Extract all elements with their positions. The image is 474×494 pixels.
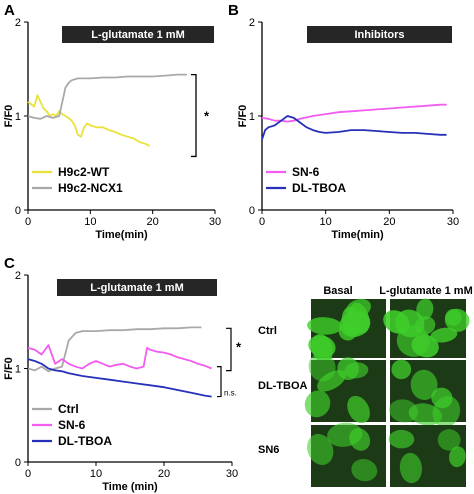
cell-blob: [388, 429, 415, 449]
x-axis-label: Time (min): [102, 481, 158, 493]
cell-blob: [307, 433, 334, 466]
micrograph-grid: Basal L-glutamate 1 mM Ctrl DL-TBOA SN6: [258, 285, 473, 487]
x-tick-label: 30: [447, 216, 459, 228]
series-line-h9c2-wt: [27, 94, 151, 147]
cell-blob: [437, 429, 461, 451]
chart-title: Inhibitors: [354, 29, 404, 41]
micrograph-tile: [388, 425, 466, 487]
title-banner: [62, 26, 214, 43]
series-line-sn-6: [27, 344, 212, 370]
series-line-h9c2-ncx1: [27, 73, 187, 120]
significance-bracket-inner: [217, 366, 222, 398]
significance-bracket: [191, 73, 197, 158]
micrograph-tile: [389, 359, 466, 428]
y-tick-label: 1: [15, 111, 21, 123]
series-line-dl-tboa: [261, 115, 447, 140]
x-tick-label: 0: [259, 216, 265, 228]
legend-label: Ctrl: [58, 402, 79, 416]
cell-blob: [351, 459, 378, 482]
cell-blob: [430, 327, 458, 343]
cell-blob: [347, 395, 370, 424]
cell-blob: [339, 310, 371, 338]
x-tick-label: 20: [158, 468, 170, 480]
legend-label: H9c2-NCX1: [58, 181, 123, 195]
x-tick-label: 0: [25, 216, 31, 228]
micrograph-row-ctrl: Ctrl: [258, 325, 277, 337]
title-banner: [57, 279, 217, 296]
y-tick-label: 1: [15, 364, 21, 376]
cell-blob: [391, 359, 412, 380]
micrograph-tile: [307, 422, 386, 487]
y-axis-label: F/F0: [237, 105, 249, 128]
y-tick-label: 0: [15, 205, 21, 217]
cell-blob: [399, 452, 423, 484]
cell-blob: [317, 370, 346, 392]
cell-blob: [411, 334, 439, 358]
cell-blob: [410, 369, 438, 400]
y-tick-label: 2: [249, 17, 255, 29]
legend-label: H9c2-WT: [58, 165, 110, 179]
cell-blob: [307, 317, 343, 335]
legend-label: DL-TBOA: [58, 434, 112, 448]
significance-label: *: [204, 109, 210, 124]
panel-letter-a: A: [4, 2, 15, 19]
micrograph-row-dltboa: DL-TBOA: [258, 380, 308, 392]
chart-title: L-glutamate 1 mM: [90, 282, 184, 294]
x-tick-label: 10: [84, 216, 96, 228]
legend-label: SN-6: [292, 165, 320, 179]
micrograph-tile: [307, 298, 386, 364]
micrograph-tile: [383, 298, 470, 358]
title-banner: [307, 26, 452, 43]
y-tick-label: 0: [15, 457, 21, 469]
significance-ns: n.s.: [224, 389, 237, 398]
y-tick-label: 2: [15, 270, 21, 282]
cell-blob: [432, 396, 461, 428]
x-tick-label: 30: [226, 468, 238, 480]
y-tick-label: 1: [249, 111, 255, 123]
cell-blob: [344, 362, 369, 379]
cell-blob: [445, 309, 462, 326]
micrograph-tile: [304, 352, 386, 424]
legend-label: SN-6: [58, 418, 86, 432]
x-tick-label: 30: [209, 216, 221, 228]
x-axis-label: Time(min): [95, 229, 148, 241]
x-tick-label: 10: [90, 468, 102, 480]
y-axis-label: F/F0: [3, 357, 15, 380]
cell-blob: [383, 310, 410, 334]
x-tick-label: 20: [383, 216, 395, 228]
y-axis-label: F/F0: [3, 105, 15, 128]
cell-blob: [304, 390, 331, 418]
significance-bracket-outer: [226, 327, 232, 372]
panel-letter-c: C: [4, 255, 15, 272]
legend-label: DL-TBOA: [292, 181, 346, 195]
cell-blob: [349, 428, 371, 451]
micrograph-column-glutamate: L-glutamate 1 mM: [379, 285, 473, 297]
chart-title: L-glutamate 1 mM: [91, 29, 185, 41]
x-tick-label: 20: [147, 216, 159, 228]
x-tick-label: 0: [25, 468, 31, 480]
series-line-ctrl: [27, 326, 202, 373]
cell-blob: [416, 298, 434, 320]
x-axis-label: Time(min): [331, 229, 384, 241]
y-tick-label: 0: [249, 205, 255, 217]
cell-blob: [448, 446, 466, 468]
micrograph-column-basal: Basal: [323, 285, 352, 297]
series-line-dl-tboa: [27, 358, 212, 398]
x-tick-label: 10: [320, 216, 332, 228]
y-tick-label: 2: [15, 17, 21, 29]
micrograph-row-sn6: SN6: [258, 444, 279, 456]
panel-letter-b: B: [228, 2, 239, 19]
significance-star: *: [236, 339, 242, 354]
series-line-sn-6: [261, 103, 447, 123]
